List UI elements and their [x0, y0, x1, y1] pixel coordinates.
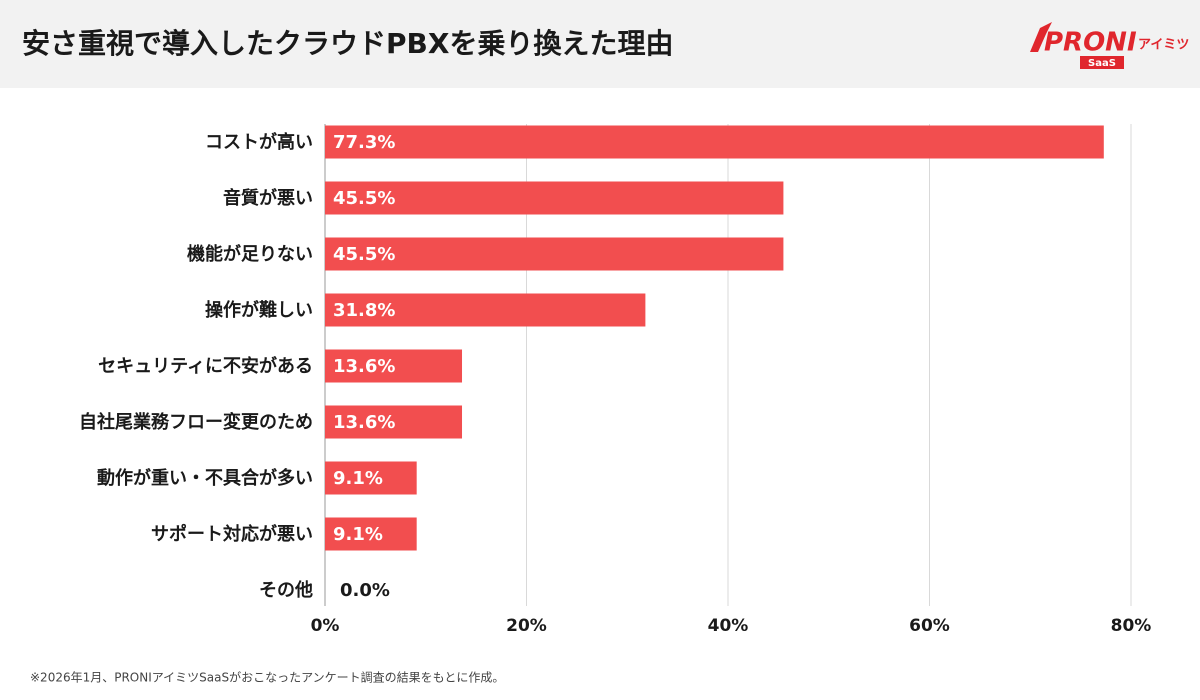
- logo-sub: アイミツ: [1138, 38, 1189, 53]
- x-tick-label: 60%: [909, 616, 950, 636]
- logo-tag-bg: [1080, 56, 1124, 69]
- value-label: 77.3%: [333, 132, 395, 153]
- logo-tag: SaaS: [1088, 58, 1116, 69]
- y-tick-label: セキュリティに不安がある: [98, 355, 313, 377]
- value-label: 9.1%: [333, 524, 383, 545]
- bar: [325, 125, 1104, 159]
- bar: [325, 181, 784, 215]
- x-tick-label: 80%: [1111, 616, 1152, 636]
- value-label: 31.8%: [333, 300, 395, 321]
- value-label: 45.5%: [333, 188, 395, 209]
- logo: PRONI アイミツ SaaS: [1030, 22, 1189, 69]
- footnote: ※2026年1月、PRONIアイミツSaaSがおこなったアンケート調査の結果をも…: [30, 670, 504, 685]
- value-label: 13.6%: [333, 356, 395, 377]
- y-tick-label: 動作が重い・不具合が多い: [97, 467, 313, 489]
- header-band: [0, 0, 1200, 88]
- value-label: 9.1%: [333, 468, 383, 489]
- bar: [325, 237, 784, 271]
- y-tick-label: コストが高い: [205, 131, 313, 153]
- y-tick-label: 音質が悪い: [223, 187, 313, 209]
- bar: [325, 405, 463, 439]
- y-tick-label: サポート対応が悪い: [151, 523, 313, 545]
- value-label: 45.5%: [333, 244, 395, 265]
- x-tick-label: 40%: [708, 616, 749, 636]
- y-tick-label: 機能が足りない: [187, 243, 313, 265]
- y-tick-label: その他: [259, 579, 313, 601]
- chart-title: 安さ重視で導入したクラウドPBXを乗り換えた理由: [22, 27, 673, 60]
- value-label: 0.0%: [340, 580, 390, 601]
- logo-brand: PRONI: [1044, 28, 1137, 58]
- value-label: 13.6%: [333, 412, 395, 433]
- x-tick-label: 0%: [311, 616, 340, 636]
- y-tick-label: 自社尾業務フロー変更のため: [79, 411, 313, 433]
- bar: [325, 517, 417, 551]
- bar: [325, 349, 463, 383]
- bar: [325, 293, 646, 327]
- bar: [325, 461, 417, 495]
- x-tick-label: 20%: [506, 616, 547, 636]
- y-tick-label: 操作が難しい: [205, 299, 313, 321]
- logo-mark: [1030, 22, 1052, 52]
